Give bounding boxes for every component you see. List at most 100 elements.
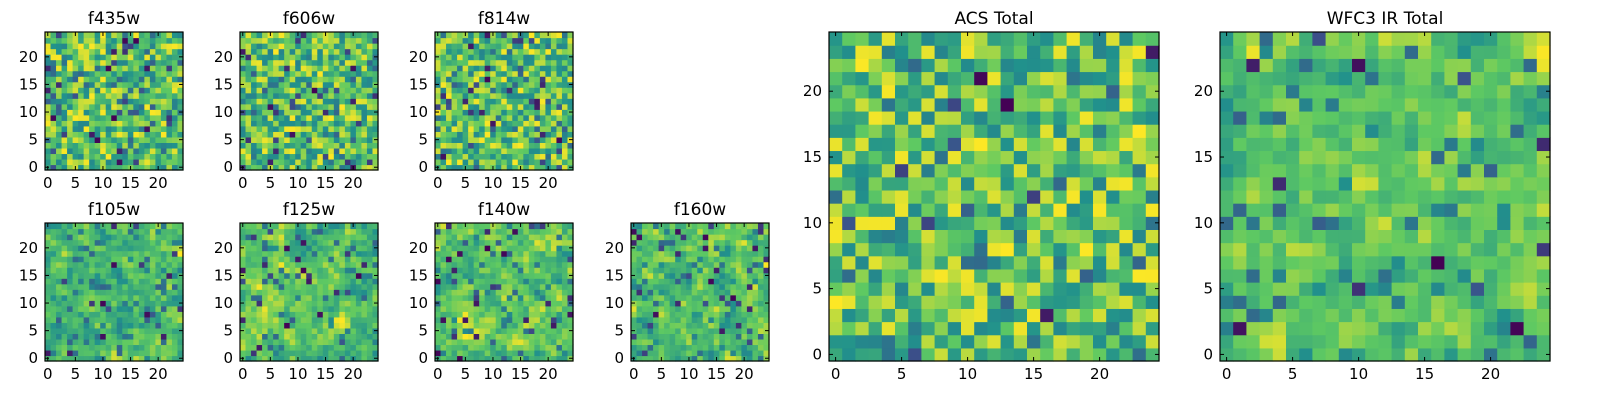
heatmap-cell	[495, 272, 502, 279]
heatmap-cell	[473, 250, 480, 257]
heatmap-cell	[339, 267, 346, 274]
heatmap-cell	[72, 256, 79, 263]
heatmap-cell	[713, 316, 720, 323]
heatmap-cell	[642, 283, 649, 290]
heatmap-cell	[284, 344, 291, 351]
heatmap-cell	[251, 103, 258, 110]
heatmap-cell	[642, 234, 649, 241]
heatmap-cell	[545, 261, 552, 268]
heatmap-cell	[144, 245, 151, 252]
heatmap-cell	[719, 239, 726, 246]
heatmap-cell	[133, 239, 140, 246]
heatmap-cell	[908, 334, 922, 349]
heatmap-cell	[89, 228, 96, 235]
heatmap-cell	[61, 153, 68, 160]
heatmap-cell	[56, 250, 63, 257]
heatmap-cell	[691, 223, 698, 230]
heatmap-cell	[105, 256, 112, 263]
heatmap-cell	[245, 228, 252, 235]
heatmap-cell	[479, 322, 486, 329]
heatmap-cell	[67, 239, 74, 246]
heatmap-cell	[495, 114, 502, 121]
heatmap-cell	[72, 43, 79, 50]
heatmap-cell	[528, 344, 535, 351]
heatmap-cell	[539, 228, 546, 235]
heatmap-cell	[528, 109, 535, 116]
heatmap-cell	[122, 267, 129, 274]
heatmap-cell	[719, 289, 726, 296]
heatmap-cell	[160, 333, 168, 340]
heatmap-cell	[545, 54, 552, 61]
heatmap-cell	[160, 316, 168, 323]
heatmap-cell	[256, 223, 263, 230]
heatmap-cell	[545, 245, 552, 252]
heatmap-cell	[251, 158, 258, 166]
heatmap-cell	[133, 153, 140, 160]
heatmap-cell	[333, 65, 340, 72]
heatmap-cell	[245, 136, 252, 143]
heatmap-cell	[440, 311, 447, 318]
heatmap-cell	[534, 120, 541, 127]
heatmap-cell	[251, 283, 258, 290]
heatmap-cell	[947, 176, 962, 191]
heatmap-cell	[67, 228, 74, 235]
heatmap-cell	[355, 32, 363, 39]
heatmap-cell	[440, 289, 447, 296]
heatmap-cell	[245, 278, 252, 285]
heatmap-cell	[539, 278, 546, 285]
heatmap-cell	[479, 228, 486, 235]
heatmap-cell	[435, 120, 442, 127]
heatmap-cell	[528, 158, 535, 166]
heatmap-cell	[56, 109, 63, 116]
heatmap-cell	[446, 158, 453, 166]
heatmap-cell	[435, 333, 442, 340]
heatmap-cell	[245, 65, 252, 72]
heatmap-cell	[361, 239, 368, 246]
heatmap-cell	[83, 147, 90, 155]
heatmap-cell	[67, 164, 74, 171]
heatmap-cell	[730, 223, 737, 230]
heatmap-cell	[245, 158, 252, 166]
heatmap-cell	[89, 81, 96, 88]
heatmap-cell	[462, 289, 469, 296]
heatmap-cell	[50, 333, 57, 340]
heatmap-cell	[921, 216, 936, 230]
heatmap-cell	[344, 289, 351, 296]
heatmap-cell	[127, 114, 134, 121]
heatmap-cell	[133, 92, 140, 99]
heatmap-cell	[149, 349, 156, 357]
heatmap-cell	[116, 98, 123, 105]
heatmap-cell	[895, 321, 909, 336]
heatmap-cell	[284, 228, 291, 235]
heatmap-cell	[262, 65, 269, 72]
heatmap-cell	[501, 338, 508, 346]
heatmap-cell	[961, 216, 975, 230]
heatmap-cell	[56, 228, 63, 235]
heatmap-cell	[550, 142, 558, 149]
heatmap-cell	[311, 239, 318, 246]
heatmap-cell	[468, 109, 475, 116]
heatmap-cell	[484, 261, 491, 268]
heatmap-cell	[355, 305, 363, 312]
heatmap-cell	[479, 338, 486, 346]
heatmap-cell	[94, 158, 101, 166]
heatmap-cell	[550, 223, 558, 230]
heatmap-cell	[67, 344, 74, 351]
heatmap-cell	[61, 223, 68, 230]
heatmap-cell	[350, 256, 357, 263]
heatmap-cell	[567, 316, 574, 323]
heatmap-cell	[256, 37, 263, 44]
heatmap-cell	[451, 81, 458, 88]
heatmap-cell	[479, 81, 486, 88]
heatmap-cell	[262, 37, 269, 44]
heatmap-cell	[534, 261, 541, 268]
heatmap-cell	[100, 136, 107, 143]
heatmap-cell	[355, 76, 363, 83]
heatmap-cell	[479, 147, 486, 155]
heatmap-cell	[457, 316, 464, 323]
heatmap-cell	[1145, 242, 1160, 257]
heatmap-cell	[757, 300, 765, 307]
heatmap-cell	[311, 250, 318, 257]
heatmap-cell	[50, 98, 57, 105]
heatmap-cell	[262, 294, 269, 301]
